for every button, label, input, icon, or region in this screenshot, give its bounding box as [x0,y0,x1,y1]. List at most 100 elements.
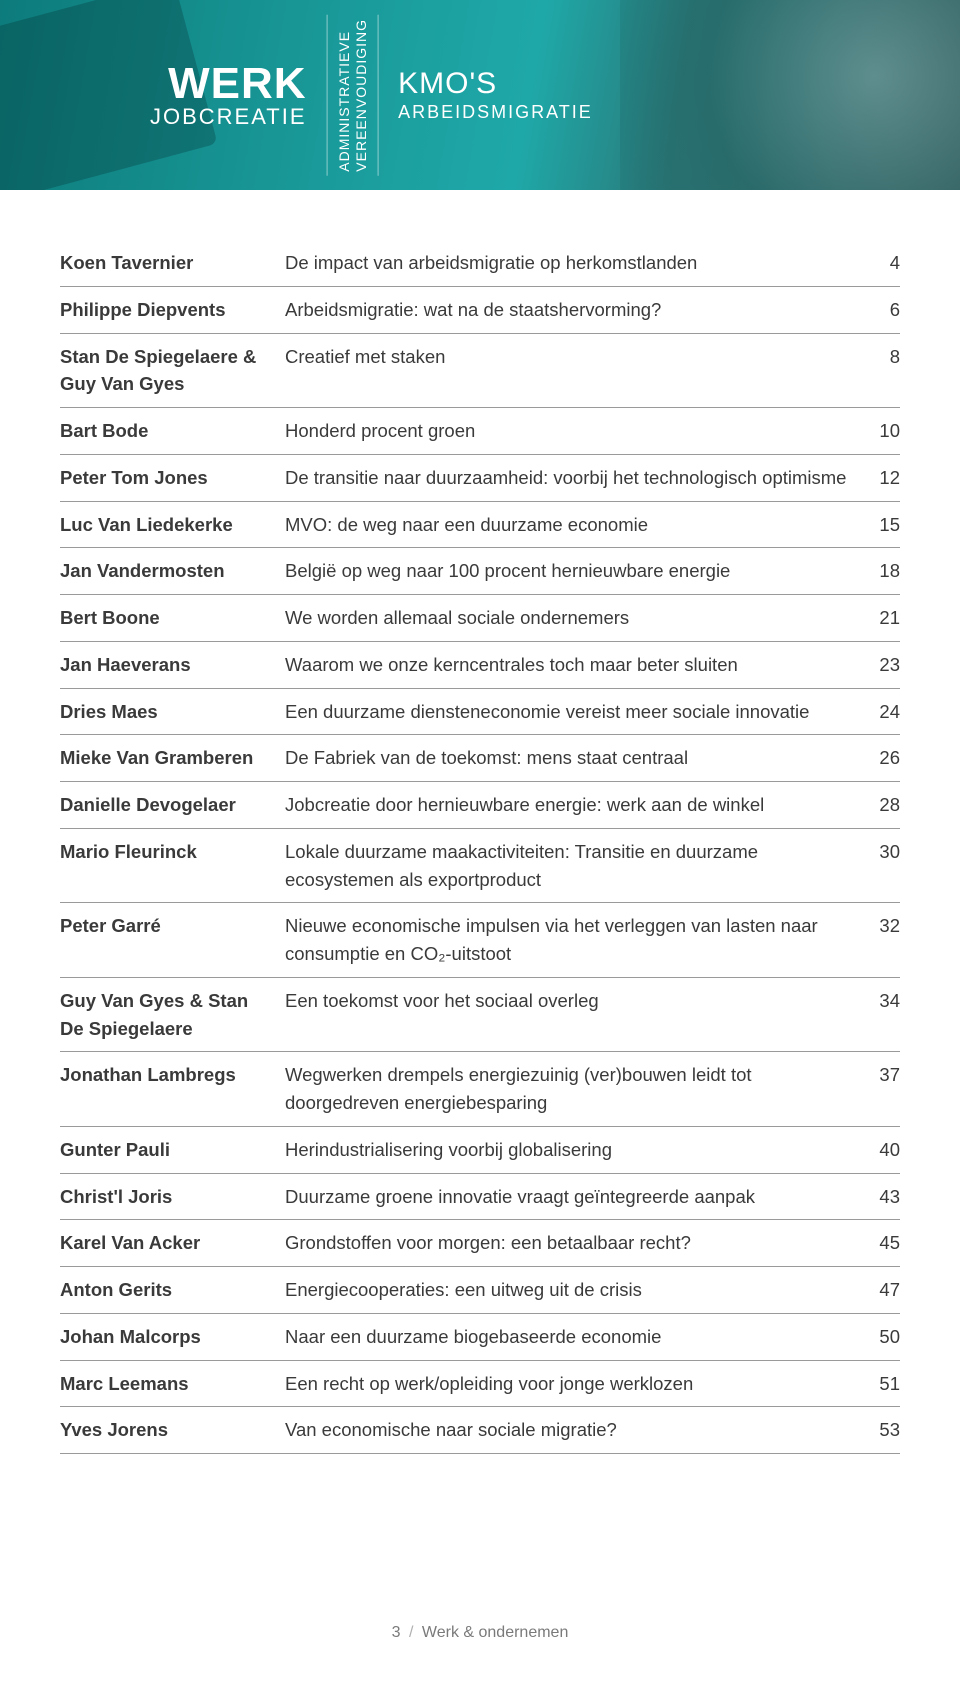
toc-author: Mieke Van Gramberen [60,744,285,772]
banner-subtitle-arbeidsmigratie: ARBEIDSMIGRATIE [398,102,593,124]
toc-page-number: 18 [860,557,900,585]
toc-author: Yves Jorens [60,1416,285,1444]
toc-row: Koen TavernierDe impact van arbeidsmigra… [60,240,900,287]
toc-page-number: 15 [860,511,900,539]
toc-author: Koen Tavernier [60,249,285,277]
toc-row: Dries MaesEen duurzame diensteneconomie … [60,689,900,736]
banner-subtitle-jobcreatie: JOBCREATIE [150,106,307,128]
toc-page-number: 28 [860,791,900,819]
toc-page-number: 26 [860,744,900,772]
banner-vertical-line2: VEREENVOUDIGING [352,19,368,172]
toc-title: Van economische naar sociale migratie? [285,1416,860,1444]
footer-page-number: 3 [392,1624,401,1641]
banner-vertical-line1: ADMINISTRATIEVE [336,31,352,172]
toc-title: België op weg naar 100 procent hernieuwb… [285,557,860,585]
toc-row: Gunter PauliHerindustrialisering voorbij… [60,1127,900,1174]
toc-page-number: 21 [860,604,900,632]
toc-page-number: 47 [860,1276,900,1304]
toc-page-number: 12 [860,464,900,492]
toc-title: Duurzame groene innovatie vraagt geïnteg… [285,1183,860,1211]
toc-author: Karel Van Acker [60,1229,285,1257]
toc-row: Mario FleurinckLokale duurzame maakactiv… [60,829,900,904]
toc-row: Peter GarréNieuwe economische impulsen v… [60,903,900,978]
toc-title: Waarom we onze kerncentrales toch maar b… [285,651,860,679]
toc-title: MVO: de weg naar een duurzame economie [285,511,860,539]
toc-page-number: 53 [860,1416,900,1444]
toc-row: Yves JorensVan economische naar sociale … [60,1407,900,1454]
banner-vertical-text: ADMINISTRATIEVE VEREENVOUDIGING [327,15,379,176]
toc-page-number: 6 [860,296,900,324]
toc-title: Creatief met staken [285,343,860,371]
banner-right-block: KMO'S ARBEIDSMIGRATIE [398,66,593,124]
toc-author: Danielle Devogelaer [60,791,285,819]
toc-title: Honderd procent groen [285,417,860,445]
toc-title: Een duurzame diensteneconomie vereist me… [285,698,860,726]
toc-author: Mario Fleurinck [60,838,285,866]
toc-author: Bert Boone [60,604,285,632]
toc-row: Danielle DevogelaerJobcreatie door herni… [60,782,900,829]
toc-author: Luc Van Liedekerke [60,511,285,539]
toc-author: Bart Bode [60,417,285,445]
toc-row: Bart BodeHonderd procent groen10 [60,408,900,455]
banner-title-werk: WERK [150,62,307,106]
toc-title: Energiecooperaties: een uitweg uit de cr… [285,1276,860,1304]
toc-row: Peter Tom JonesDe transitie naar duurzaa… [60,455,900,502]
toc-page-number: 34 [860,987,900,1015]
toc-author: Peter Garré [60,912,285,940]
toc-row: Anton GeritsEnergiecooperaties: een uitw… [60,1267,900,1314]
toc-page-number: 10 [860,417,900,445]
toc-page-number: 40 [860,1136,900,1164]
toc-title: Naar een duurzame biogebaseerde economie [285,1323,860,1351]
toc-row: Christ'l JorisDuurzame groene innovatie … [60,1174,900,1221]
toc-author: Marc Leemans [60,1370,285,1398]
toc-author: Dries Maes [60,698,285,726]
toc-row: Jan HaeveransWaarom we onze kerncentrale… [60,642,900,689]
toc-author: Jonathan Lambregs [60,1061,285,1089]
toc-title: De impact van arbeidsmigratie op herkoms… [285,249,860,277]
toc-author: Jan Vandermosten [60,557,285,585]
toc-title: Jobcreatie door hernieuwbare energie: we… [285,791,860,819]
toc-row: Jan VandermostenBelgië op weg naar 100 p… [60,548,900,595]
toc-row: Marc LeemansEen recht op werk/opleiding … [60,1361,900,1408]
toc-page-number: 24 [860,698,900,726]
toc-row: Jonathan LambregsWegwerken drempels ener… [60,1052,900,1127]
toc-title: Een recht op werk/opleiding voor jonge w… [285,1370,860,1398]
toc-page-number: 45 [860,1229,900,1257]
banner-left-block: WERK JOBCREATIE [150,62,307,128]
toc-title: Wegwerken drempels energiezuinig (ver)bo… [285,1061,860,1117]
banner-title-kmo: KMO'S [398,66,593,102]
toc-page-number: 32 [860,912,900,940]
footer-separator: / [405,1624,417,1641]
table-of-contents: Koen TavernierDe impact van arbeidsmigra… [0,190,960,1494]
toc-row: Bert BooneWe worden allemaal sociale ond… [60,595,900,642]
toc-page-number: 4 [860,249,900,277]
toc-title: Een toekomst voor het sociaal overleg [285,987,860,1015]
page-footer: 3 / Werk & ondernemen [0,1494,960,1662]
toc-title: We worden allemaal sociale ondernemers [285,604,860,632]
toc-author: Johan Malcorps [60,1323,285,1351]
toc-row: Philippe DiepventsArbeidsmigratie: wat n… [60,287,900,334]
header-banner: WERK JOBCREATIE ADMINISTRATIEVE VEREENVO… [0,0,960,190]
toc-author: Jan Haeverans [60,651,285,679]
toc-author: Gunter Pauli [60,1136,285,1164]
toc-row: Guy Van Gyes & Stan De SpiegelaereEen to… [60,978,900,1053]
toc-page-number: 50 [860,1323,900,1351]
toc-row: Karel Van AckerGrondstoffen voor morgen:… [60,1220,900,1267]
toc-author: Guy Van Gyes & Stan De Spiegelaere [60,987,285,1043]
toc-page-number: 23 [860,651,900,679]
toc-author: Christ'l Joris [60,1183,285,1211]
toc-author: Peter Tom Jones [60,464,285,492]
toc-title: De transitie naar duurzaamheid: voorbij … [285,464,860,492]
footer-section-title: Werk & ondernemen [422,1624,568,1641]
toc-page-number: 37 [860,1061,900,1089]
toc-page-number: 30 [860,838,900,866]
toc-page-number: 51 [860,1370,900,1398]
toc-row: Luc Van LiedekerkeMVO: de weg naar een d… [60,502,900,549]
toc-title: Lokale duurzame maakactiviteiten: Transi… [285,838,860,894]
toc-title: Nieuwe economische impulsen via het verl… [285,912,860,968]
toc-row: Mieke Van GramberenDe Fabriek van de toe… [60,735,900,782]
banner-text-group: WERK JOBCREATIE ADMINISTRATIEVE VEREENVO… [150,15,593,176]
toc-author: Philippe Diepvents [60,296,285,324]
toc-row: Stan De Spiegelaere & Guy Van GyesCreati… [60,334,900,409]
toc-title: Grondstoffen voor morgen: een betaalbaar… [285,1229,860,1257]
